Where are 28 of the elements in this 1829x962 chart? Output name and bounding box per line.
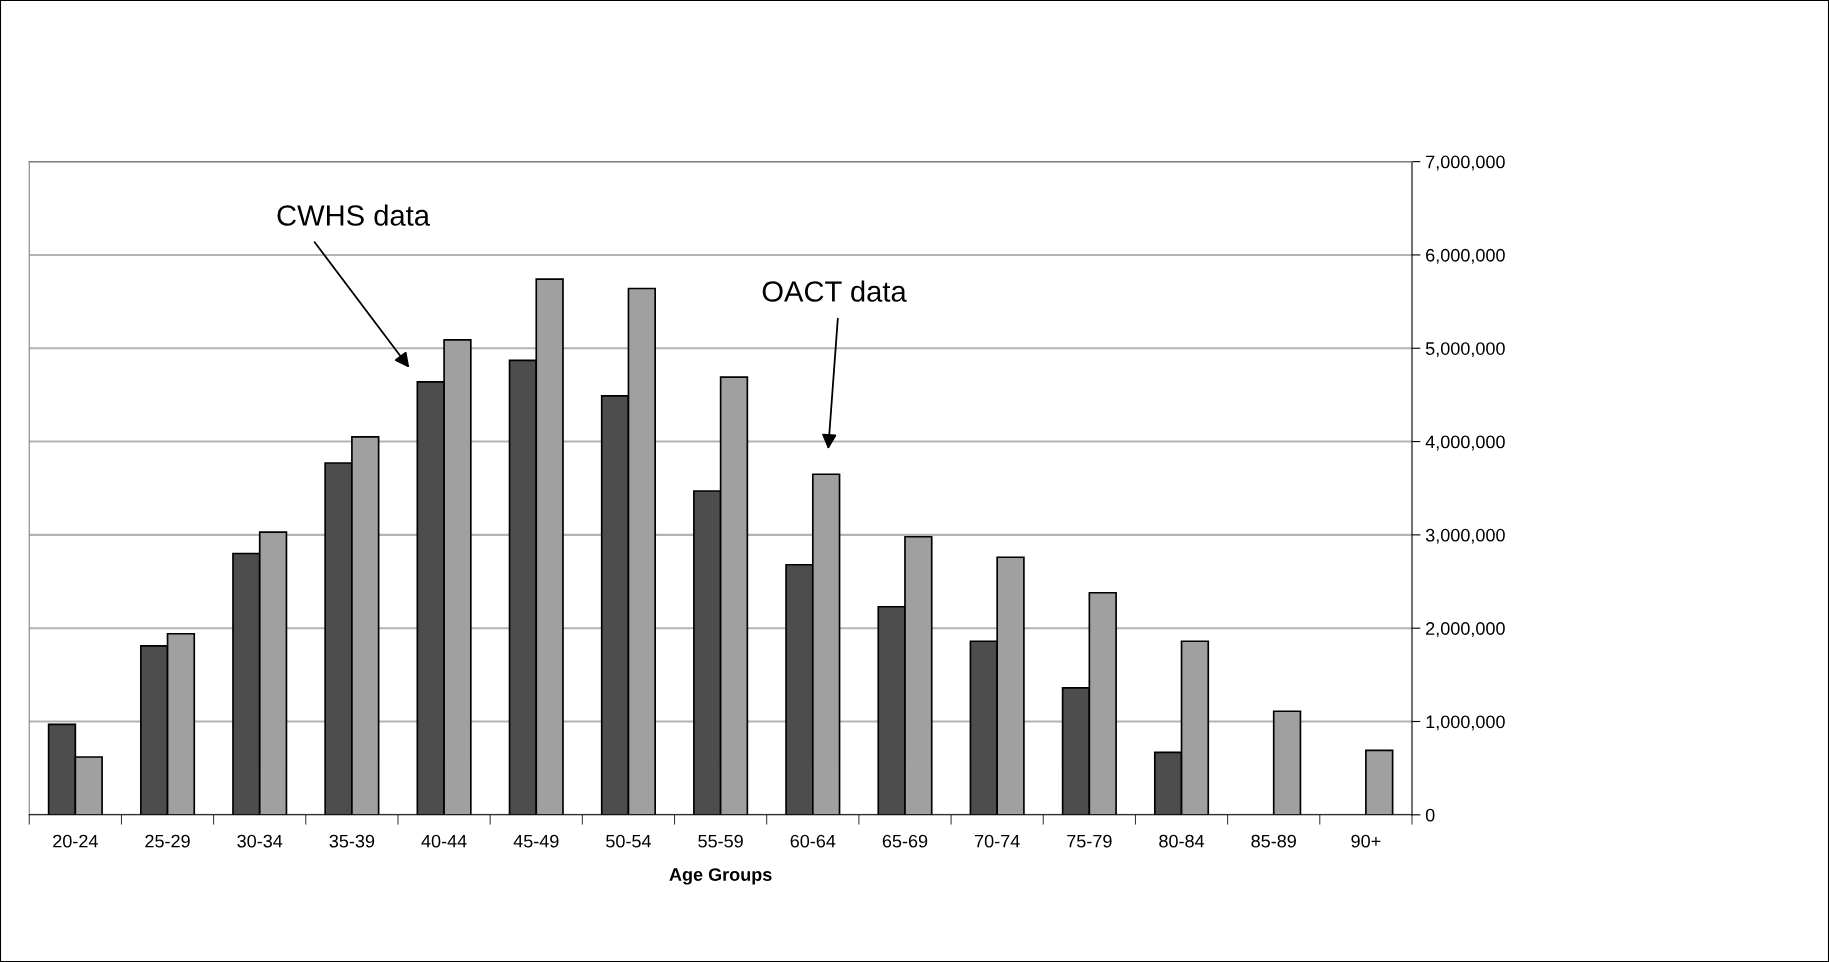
y-tick-label: 2,000,000	[1426, 622, 1505, 638]
x-tick-label: 90+	[1351, 834, 1381, 848]
x-tick-label: 50-54	[606, 834, 652, 848]
x-tick-label: 55-59	[698, 834, 743, 848]
x-tick-label: 75-79	[1067, 834, 1112, 848]
x-tick-label: 70-74	[975, 834, 1020, 848]
x-tick-label: 30-34	[237, 834, 283, 848]
x-tick-label: 60-64	[790, 834, 836, 848]
y-tick-label: 1,000,000	[1426, 715, 1505, 731]
bar	[1272, 710, 1302, 815]
y-tick-label: 0	[1425, 808, 1435, 822]
x-tick-label: 20-24	[53, 834, 98, 848]
x-axis-title: Age Groups	[669, 868, 772, 885]
annotation: CWHS data	[277, 204, 430, 226]
x-tick-label: 80-84	[1159, 834, 1205, 848]
x-tick-label: 45-49	[513, 834, 559, 848]
y-tick-label: 7,000,000	[1426, 155, 1505, 171]
bar	[1365, 749, 1394, 815]
y-tick-label: 3,000,000	[1425, 528, 1505, 544]
x-tick-label: 25-29	[145, 834, 190, 848]
x-tick-label: 40-44	[421, 834, 467, 848]
y-tick-label: 6,000,000	[1426, 248, 1505, 264]
x-tick-label: 85-89	[1251, 834, 1296, 848]
y-tick-label: 5,000,000	[1425, 342, 1505, 358]
x-tick-label: 65-69	[882, 834, 928, 848]
x-tick-label: 35-39	[329, 834, 375, 848]
y-tick-label: 4,000,000	[1425, 435, 1505, 451]
annotation: OACT data	[762, 280, 907, 302]
